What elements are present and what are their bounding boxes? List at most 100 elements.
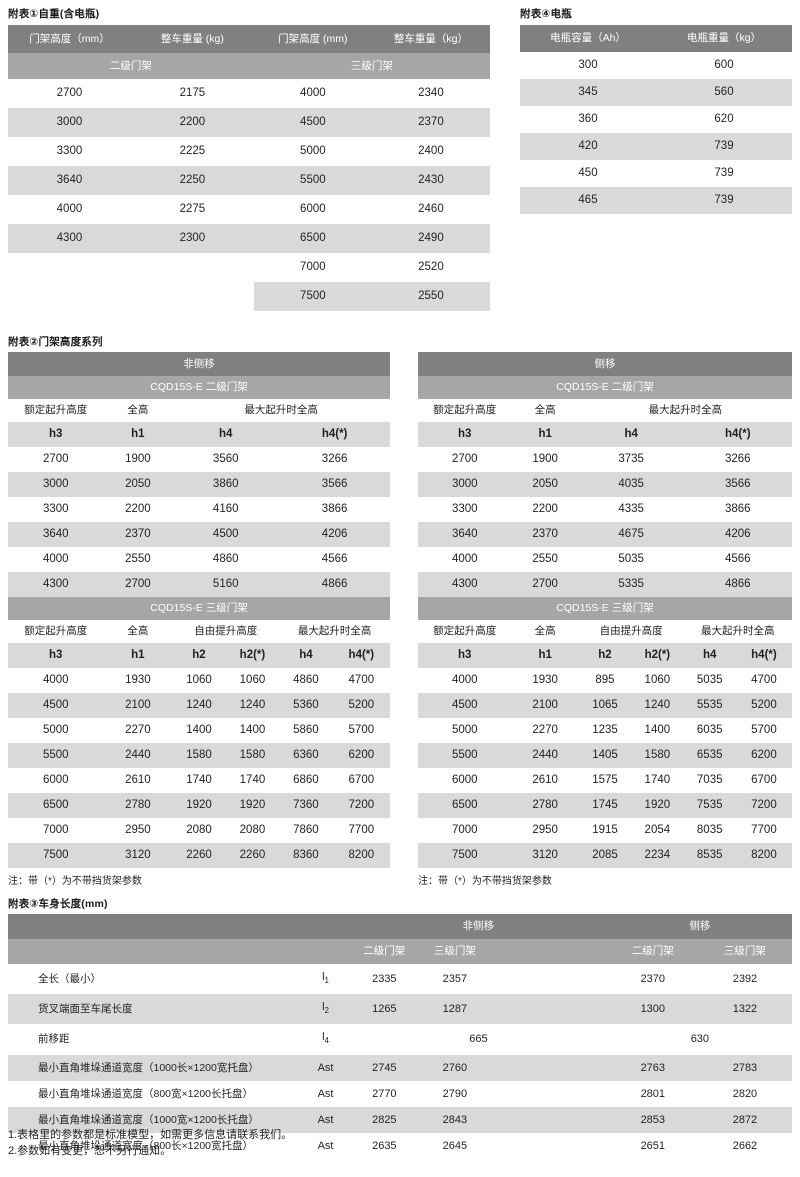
group-header-row: 额定起升高度 全高 自由提升高度 最大起升时全高 xyxy=(8,620,390,643)
group-header-free-lift: 自由提升高度 xyxy=(578,620,684,643)
spacer-cell xyxy=(490,1106,608,1133)
data-cell: 7360 xyxy=(279,793,333,818)
data-cell: 2370 xyxy=(371,107,490,137)
data-cell: 2550 xyxy=(371,281,490,311)
table-length: 非侧移 侧移 二级门架 三级门架 二级门架 三级门架 全长（最小） l1 2335 2357 237… xyxy=(8,914,792,1159)
data-cell: 2050 xyxy=(511,472,579,497)
model-row: CQD15S-E 三级门架 xyxy=(418,597,792,620)
table-row: 7500 3120 2085 2234 8535 8200 xyxy=(418,843,792,868)
data-cell: 4866 xyxy=(279,572,390,597)
column-header-two-stage-ss: 二级门架 xyxy=(607,939,698,964)
group-header-non-sideshift: 非侧移 xyxy=(349,914,608,939)
data-cell: 7700 xyxy=(735,818,792,843)
data-cell: 739 xyxy=(656,159,792,187)
table-length-caption: 附表③车身长度(mm) xyxy=(8,898,108,910)
group-header-overall-height: 全高 xyxy=(511,399,579,422)
spacer-cell xyxy=(490,939,608,964)
data-cell: 450 xyxy=(520,159,656,187)
data-cell: 4206 xyxy=(279,522,390,547)
data-cell: 2651 xyxy=(607,1132,698,1159)
data-cell: 739 xyxy=(656,186,792,214)
data-cell: 2700 xyxy=(8,78,131,108)
data-cell: 420 xyxy=(520,132,656,160)
symbol-row: h3 h1 h4 h4(*) xyxy=(418,422,792,447)
data-cell: 1240 xyxy=(225,693,280,718)
symbol-h2-star: h2(*) xyxy=(631,643,684,668)
data-cell: 2100 xyxy=(103,693,173,718)
data-cell: 1920 xyxy=(172,793,226,818)
data-cell: 1915 xyxy=(578,818,632,843)
group-header-max-lift-height: 最大起升时全高 xyxy=(578,399,792,422)
data-cell: 2200 xyxy=(130,107,254,137)
model-row: CQD15S-E 三级门架 xyxy=(8,597,390,620)
data-cell: 1240 xyxy=(172,693,226,718)
table-selfweight: 门架高度（mm） 整车重量 (kg) 门架高度 (mm) 整车重量（kg） 二级门架 三级… xyxy=(8,24,490,311)
data-cell: 2370 xyxy=(607,964,698,995)
table-selfweight-section: 附表①自重(含电瓶) 门架高度（mm） 整车重量 (kg) 门架高度 (mm) 整车重… xyxy=(8,8,490,311)
data-cell: 1060 xyxy=(631,668,684,693)
data-cell: 620 xyxy=(656,105,792,133)
data-cell: 1240 xyxy=(631,693,684,718)
table-row: 3300 2200 4335 3866 xyxy=(418,497,792,522)
section-title-row: 侧移 xyxy=(418,352,792,376)
data-cell: 7200 xyxy=(735,793,792,818)
table-row: 6500 2780 1745 1920 7535 7200 xyxy=(418,793,792,818)
data-cell: 8535 xyxy=(683,843,736,868)
data-cell: 2335 xyxy=(349,964,420,995)
data-cell: 7500 xyxy=(418,843,512,868)
data-cell: 2763 xyxy=(607,1054,698,1081)
column-header: 整车重量（kg） xyxy=(371,24,490,53)
row-label: 最小直角堆垛通道宽度（800宽×1200长托盘） xyxy=(8,1080,303,1107)
table-battery-section: 附表④电瓶 电瓶容量（Ah） 电瓶重量（kg） 300 600 345 560 360 620… xyxy=(520,8,792,214)
table-row: 3300 2225 5000 2400 xyxy=(8,136,490,166)
table-row: 6500 2780 1920 1920 7360 7200 xyxy=(8,793,390,818)
footer-notes: 1.表格里的参数都是标准模型，如需更多信息请联系我们。 2.参数如有变更，恕不另… xyxy=(8,1128,608,1160)
data-cell: 1405 xyxy=(578,743,632,768)
data-cell: 2260 xyxy=(225,843,280,868)
symbol-h4: h4 xyxy=(683,643,736,668)
empty-cell xyxy=(130,252,254,282)
group-header-row: 额定起升高度 全高 最大起升时全高 xyxy=(8,399,390,422)
table-row: 4000 2275 6000 2460 xyxy=(8,194,490,224)
table-row: 7500 3120 2260 2260 8360 8200 xyxy=(8,843,390,868)
data-cell: 4860 xyxy=(172,547,280,572)
data-cell: 2085 xyxy=(578,843,632,868)
spacer-cell xyxy=(490,1054,608,1081)
data-cell: 6700 xyxy=(332,768,390,793)
row-symbol: Ast xyxy=(302,1106,350,1133)
data-cell: 2175 xyxy=(130,78,254,108)
table-row: 3300 2200 4160 3866 xyxy=(8,497,390,522)
data-cell: 2635 xyxy=(349,1132,420,1159)
data-cell: 7035 xyxy=(683,768,736,793)
model-row: CQD15S-E 二级门架 xyxy=(418,376,792,399)
table-row: 5000 2270 1400 1400 5860 5700 xyxy=(8,718,390,743)
group-header-two-stage: 二级门架 xyxy=(8,52,254,79)
table-mast-left-note: 注：带（*）为不带挡货架参数 xyxy=(8,876,142,887)
group-header-rated-lift: 额定起升高度 xyxy=(418,620,512,643)
data-cell: 4300 xyxy=(8,572,104,597)
data-cell: 2100 xyxy=(511,693,579,718)
table-row: 4300 2700 5335 4866 xyxy=(418,572,792,597)
data-cell: 6200 xyxy=(735,743,792,768)
row-symbol: l4 xyxy=(302,1024,350,1055)
table-row: 2700 1900 3560 3266 xyxy=(8,447,390,472)
row-label: 最小直角堆垛通道宽度（800长×1200宽托盘） xyxy=(8,1132,303,1159)
table-mast-sideshift: 侧移 CQD15S-E 二级门架 额定起升高度 全高 最大起升时全高 h3 h1 h4 h4(*… xyxy=(418,352,792,888)
data-cell: 1900 xyxy=(103,447,173,472)
group-header-max-lift-height: 最大起升时全高 xyxy=(683,620,792,643)
empty-cell xyxy=(8,281,131,311)
table-row: 2700 2175 4000 2340 xyxy=(8,78,490,108)
column-header-two-stage-nonss: 二级门架 xyxy=(349,939,420,964)
data-cell: 2440 xyxy=(511,743,579,768)
table-row: 4300 2300 6500 2490 xyxy=(8,223,490,253)
spacer-cell xyxy=(8,914,350,939)
column-header: 电瓶容量（Ah） xyxy=(520,24,656,52)
data-cell: 5335 xyxy=(578,572,684,597)
section-title: 非侧移 xyxy=(8,352,390,376)
data-cell: 8360 xyxy=(279,843,333,868)
data-cell: 4866 xyxy=(683,572,792,597)
data-cell: 7500 xyxy=(253,281,372,311)
data-cell: 3120 xyxy=(511,843,579,868)
data-cell: 2700 xyxy=(8,447,104,472)
